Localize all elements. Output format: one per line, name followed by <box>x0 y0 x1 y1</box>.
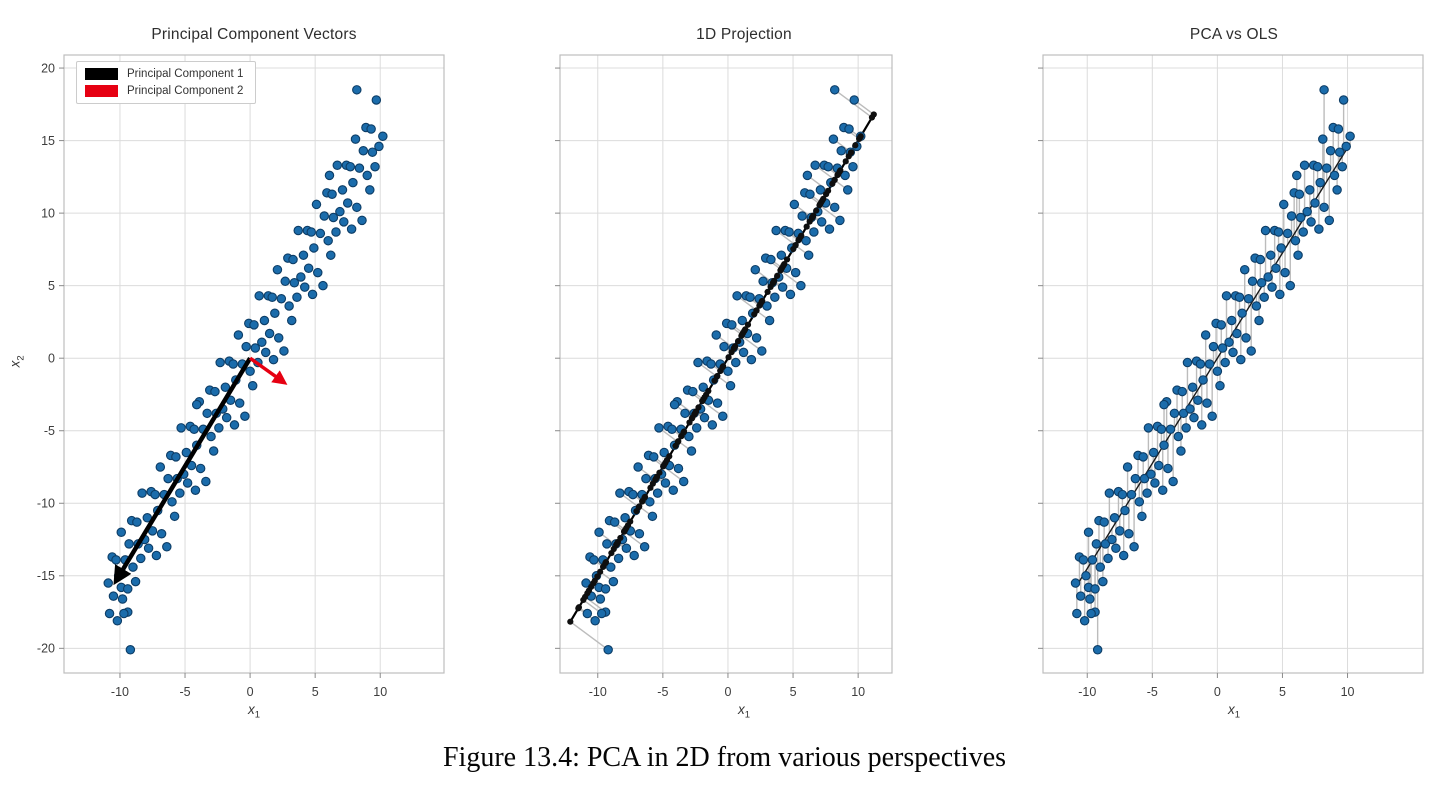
axis-ticks: -10 -5 0 5 10 <box>1038 67 1355 699</box>
y-axis-label: x2 <box>7 355 27 368</box>
svg-text:-10: -10 <box>37 497 55 511</box>
svg-text:0: 0 <box>1214 685 1221 699</box>
svg-text:-5: -5 <box>657 685 668 699</box>
svg-text:-15: -15 <box>37 569 55 583</box>
svg-text:15: 15 <box>41 134 55 148</box>
legend-item-pc1: Principal Component 1 <box>85 68 243 80</box>
x-axis-label-left: x1 <box>247 702 261 721</box>
svg-text:0: 0 <box>247 685 254 699</box>
svg-text:-10: -10 <box>589 685 607 699</box>
svg-text:-20: -20 <box>37 642 55 656</box>
scatter-plot-1d-projection: -10 -5 0 5 10 <box>555 54 893 699</box>
svg-text:-5: -5 <box>44 424 55 438</box>
scatter-points <box>1070 85 1355 655</box>
svg-text:10: 10 <box>373 685 387 699</box>
panel-title-pca-vs-ols: PCA vs OLS <box>1189 26 1279 43</box>
svg-text:5: 5 <box>790 685 797 699</box>
arrow-principal-component-1 <box>113 357 253 586</box>
svg-text:10: 10 <box>851 685 865 699</box>
scatter-plot-pca-vs-ols: -10 -5 0 5 10 <box>1038 54 1424 699</box>
figure-caption: Figure 13.4: PCA in 2D from various pers… <box>442 742 1007 773</box>
svg-text:-5: -5 <box>1147 685 1158 699</box>
plot-frame <box>559 54 893 674</box>
connector-lines <box>1074 89 1351 650</box>
legend-item-pc2: Principal Component 2 <box>85 85 243 97</box>
svg-text:5: 5 <box>1279 685 1286 699</box>
plot-frame <box>63 54 445 674</box>
svg-text:10: 10 <box>1341 685 1355 699</box>
pc-arrows <box>113 356 288 586</box>
svg-text:5: 5 <box>312 685 319 699</box>
svg-text:0: 0 <box>48 351 55 365</box>
svg-text:-10: -10 <box>111 685 129 699</box>
svg-text:0: 0 <box>724 685 731 699</box>
grid-lines <box>560 55 892 673</box>
plot-frame <box>1042 54 1424 674</box>
x-axis-label-middle: x1 <box>737 702 751 721</box>
axis-ticks: -10 -5 0 5 10 -20 -15 -10 -5 0 5 10 15 20 <box>37 61 387 699</box>
pc2-color-swatch <box>85 85 118 97</box>
legend-label-pc2: Principal Component 2 <box>127 85 244 97</box>
panel-title-pc-vectors: Principal Component Vectors <box>151 26 357 43</box>
svg-text:5: 5 <box>48 279 55 293</box>
x-axis-label-right: x1 <box>1227 702 1241 721</box>
axis-ticks: -10 -5 0 5 10 <box>555 67 865 699</box>
arrow-principal-component-2 <box>249 356 288 385</box>
svg-text:-10: -10 <box>1078 685 1096 699</box>
legend-box: Principal Component 1 Principal Componen… <box>76 61 257 104</box>
legend-label-pc1: Principal Component 1 <box>127 68 244 80</box>
svg-text:20: 20 <box>41 61 55 75</box>
svg-text:10: 10 <box>41 206 55 220</box>
svg-text:-5: -5 <box>179 685 190 699</box>
scatter-plot-pc-vectors: -10 -5 0 5 10 -20 -15 -10 -5 0 5 10 15 20 <box>37 54 445 699</box>
panel-title-1d-projection: 1D Projection <box>696 26 792 43</box>
pc1-color-swatch <box>85 68 118 80</box>
projection-points <box>567 111 877 625</box>
